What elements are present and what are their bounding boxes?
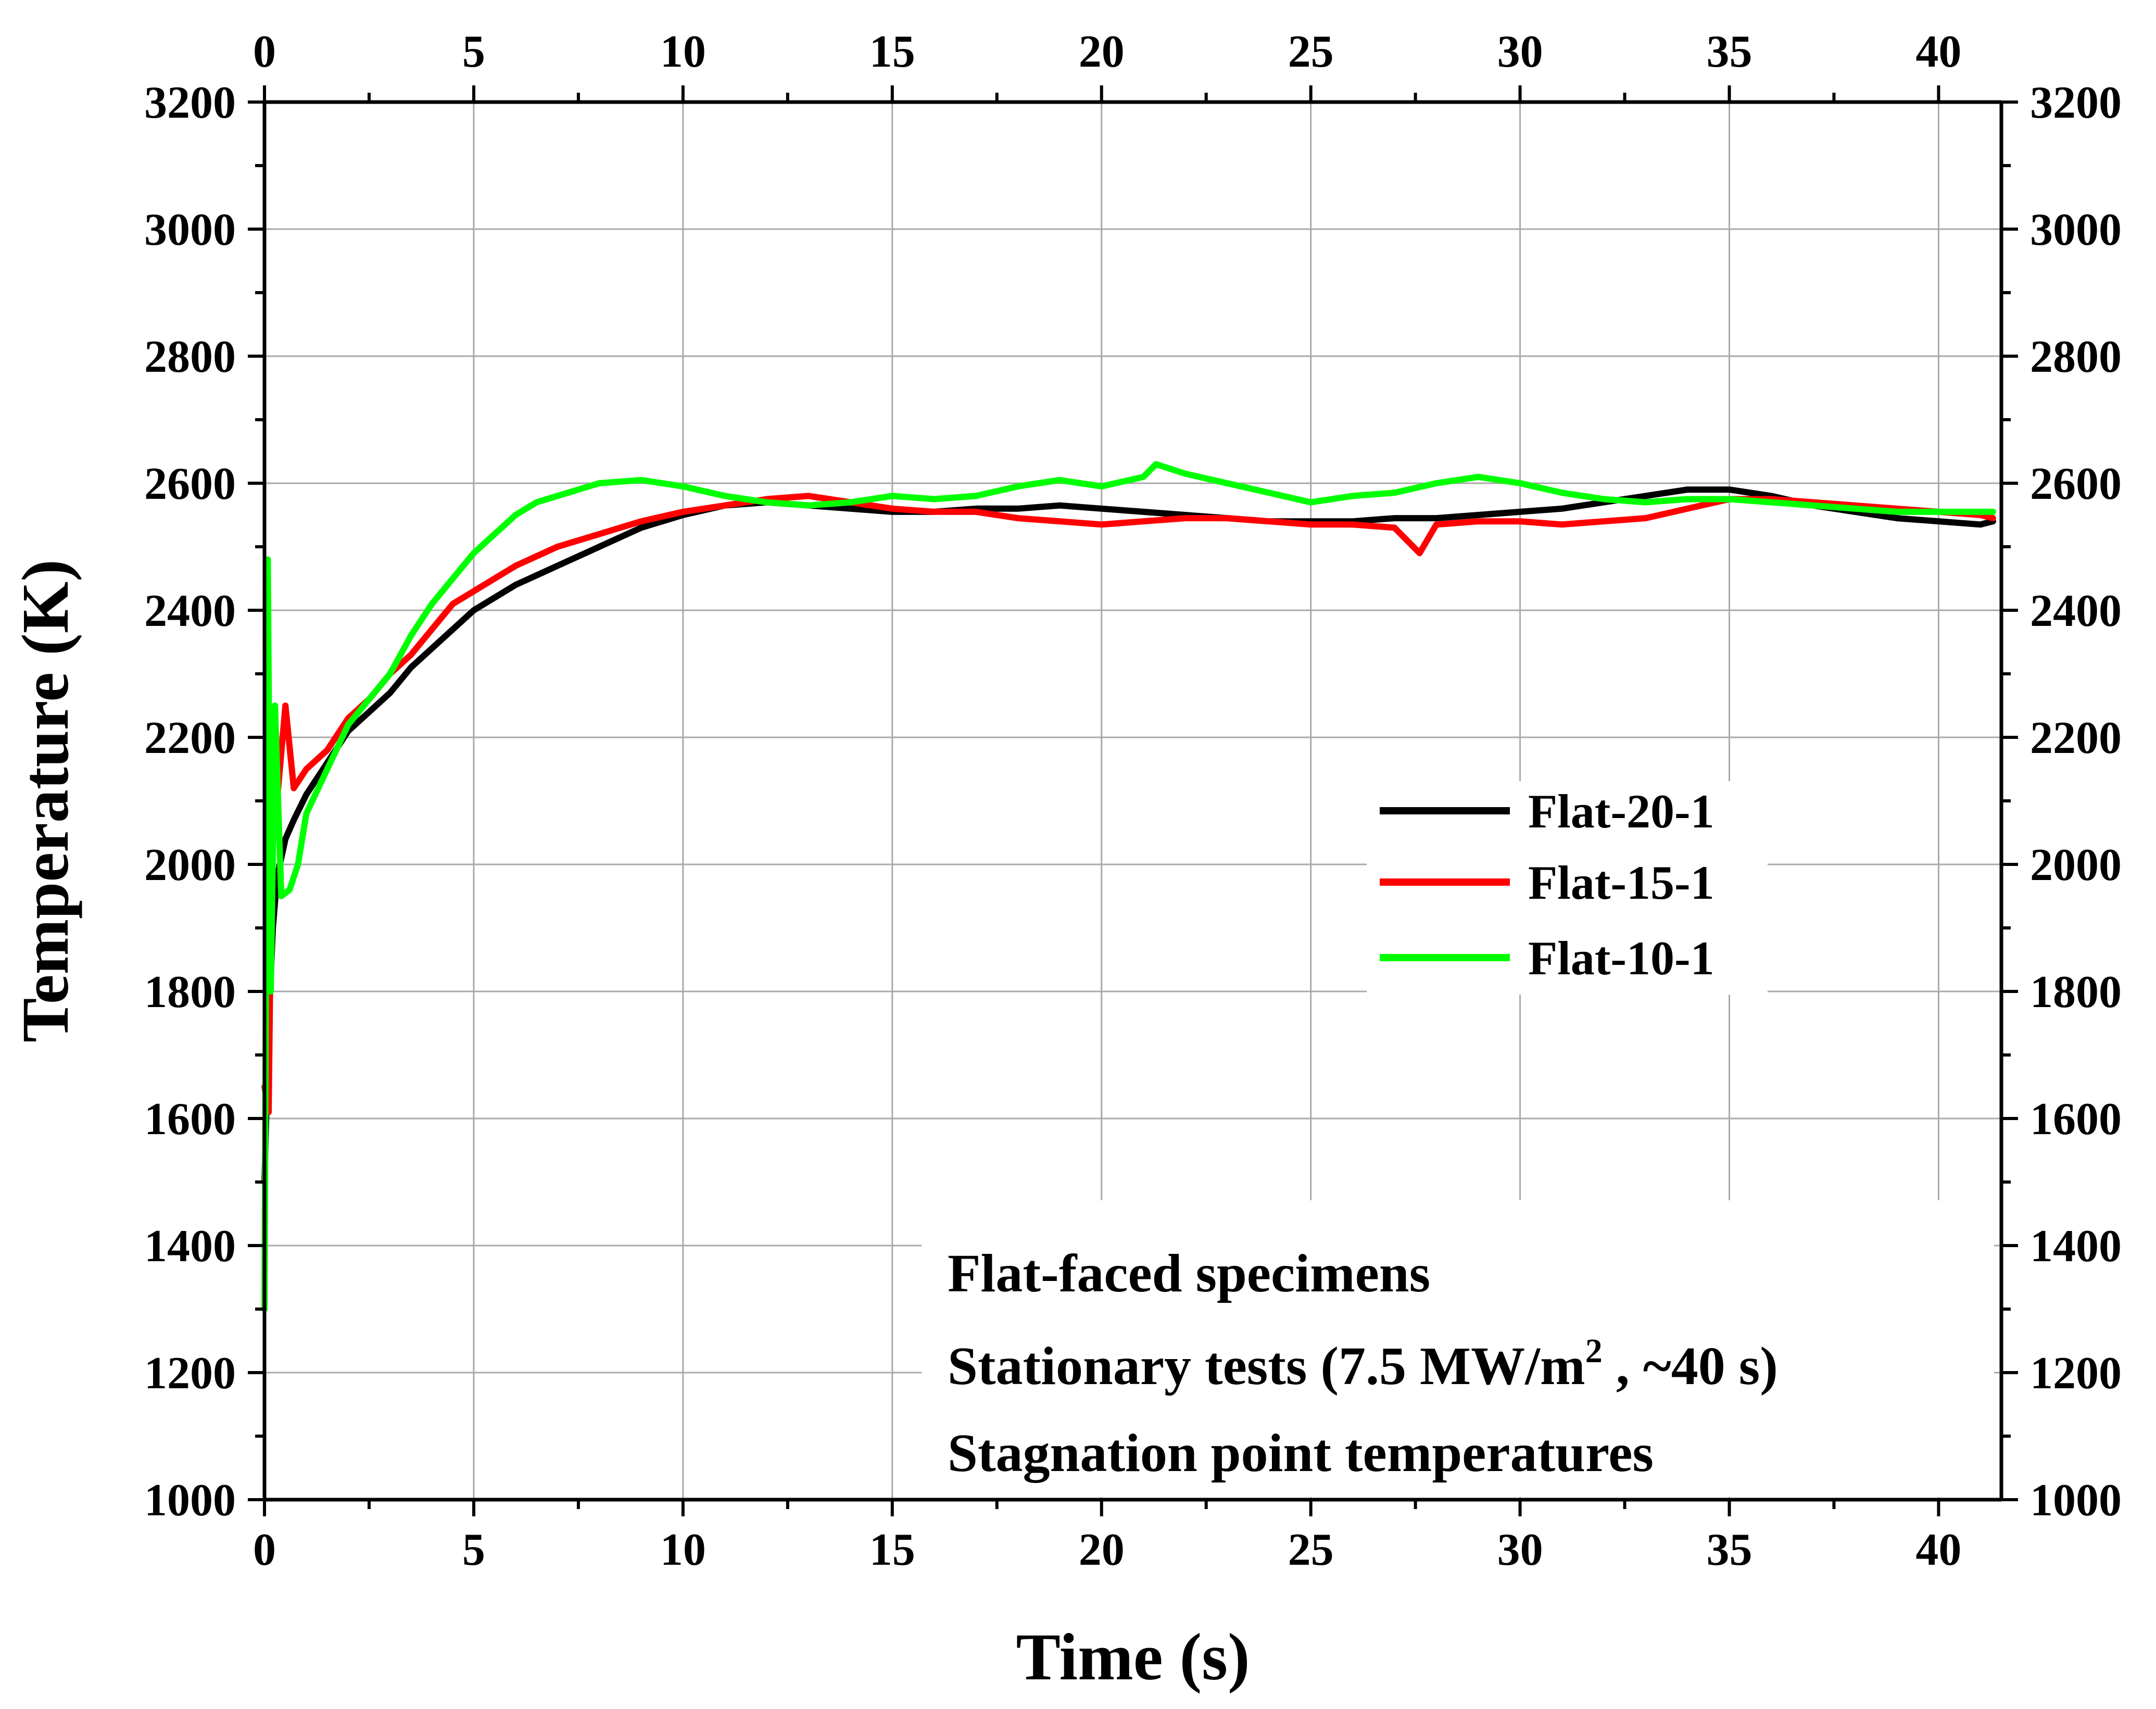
x-tick-label-bottom: 25: [1288, 1525, 1334, 1575]
annotation-line-2-tail: , ~40 s): [1603, 1336, 1778, 1396]
legend: Flat-20-1 Flat-15-1 Flat-10-1: [1367, 781, 1768, 995]
y-tick-label-right: 1400: [2030, 1221, 2122, 1272]
x-tick-label-bottom: 5: [462, 1525, 485, 1575]
y-tick-label-left: 1000: [144, 1475, 236, 1526]
ticks: [248, 85, 2018, 1516]
annotation-box: [922, 1200, 1994, 1497]
y-tick-label-left: 1400: [144, 1221, 236, 1272]
x-tick-label-top: 30: [1497, 27, 1543, 77]
series-group: [261, 461, 1996, 1312]
y-tick-label-right: 2800: [2030, 332, 2122, 382]
annotation-line-1: Flat-faced specimens: [948, 1243, 1430, 1303]
x-tick-label-top: 0: [253, 27, 276, 77]
x-tick-label-top: 25: [1288, 27, 1334, 77]
legend-label-flat-20-1: Flat-20-1: [1528, 785, 1714, 838]
legend-label-flat-10-1: Flat-10-1: [1528, 932, 1714, 985]
y-tick-label-right: 1600: [2030, 1094, 2122, 1145]
series-line-flat-10-1: [261, 461, 1996, 1312]
y-tick-label-right: 3000: [2030, 205, 2122, 255]
y-tick-label-right: 1200: [2030, 1348, 2122, 1399]
annotation-superscript: 2: [1585, 1332, 1603, 1370]
y-axis-title: Temperature (K): [8, 559, 82, 1042]
annotation-line-3: Stagnation point temperatures: [948, 1423, 1654, 1483]
annotation: Flat-faced specimens Stationary tests (7…: [922, 1200, 1994, 1497]
tick-labels: 0 0 5 5 10 10 15 15 20 20 25 25 30 30 35 35 40 40 1000 1000…: [144, 27, 2122, 1575]
x-tick-label-top: 15: [869, 27, 915, 77]
y-tick-label-right: 1000: [2030, 1475, 2122, 1526]
y-tick-label-right: 2200: [2030, 713, 2122, 763]
annotation-line-2-main: Stationary tests (7.5 MW/m: [948, 1336, 1585, 1396]
x-tick-label-top: 40: [1915, 27, 1961, 77]
x-tick-label-bottom: 40: [1915, 1525, 1961, 1575]
legend-label-flat-15-1: Flat-15-1: [1528, 856, 1714, 909]
x-tick-label-bottom: 15: [869, 1525, 915, 1575]
x-tick-label-top: 5: [462, 27, 485, 77]
y-tick-label-left: 2200: [144, 713, 236, 763]
y-tick-label-left: 1200: [144, 1348, 236, 1399]
x-tick-label-top: 35: [1706, 27, 1752, 77]
y-tick-label-right: 1800: [2030, 967, 2122, 1017]
y-tick-label-right: 2000: [2030, 840, 2122, 890]
y-tick-label-right: 2600: [2030, 459, 2122, 509]
y-tick-label-right: 3200: [2030, 78, 2122, 128]
x-tick-label-bottom: 35: [1706, 1525, 1752, 1575]
x-axis-title: Time (s): [1016, 1620, 1250, 1694]
y-tick-label-right: 2400: [2030, 586, 2122, 636]
y-tick-label-left: 2000: [144, 840, 236, 890]
y-tick-label-left: 1600: [144, 1094, 236, 1145]
y-tick-label-left: 1800: [144, 967, 236, 1017]
x-tick-label-bottom: 10: [660, 1525, 706, 1575]
x-tick-label-bottom: 20: [1079, 1525, 1125, 1575]
x-tick-label-bottom: 0: [253, 1525, 276, 1575]
y-tick-label-left: 3200: [144, 78, 236, 128]
x-tick-label-bottom: 30: [1497, 1525, 1543, 1575]
y-tick-label-left: 2800: [144, 332, 236, 382]
x-tick-label-top: 20: [1079, 27, 1125, 77]
y-tick-label-left: 2600: [144, 459, 236, 509]
annotation-line-2: Stationary tests (7.5 MW/m2 , ~40 s): [948, 1332, 1778, 1396]
y-tick-label-left: 2400: [144, 586, 236, 636]
y-tick-label-left: 3000: [144, 205, 236, 255]
x-tick-label-top: 10: [660, 27, 706, 77]
